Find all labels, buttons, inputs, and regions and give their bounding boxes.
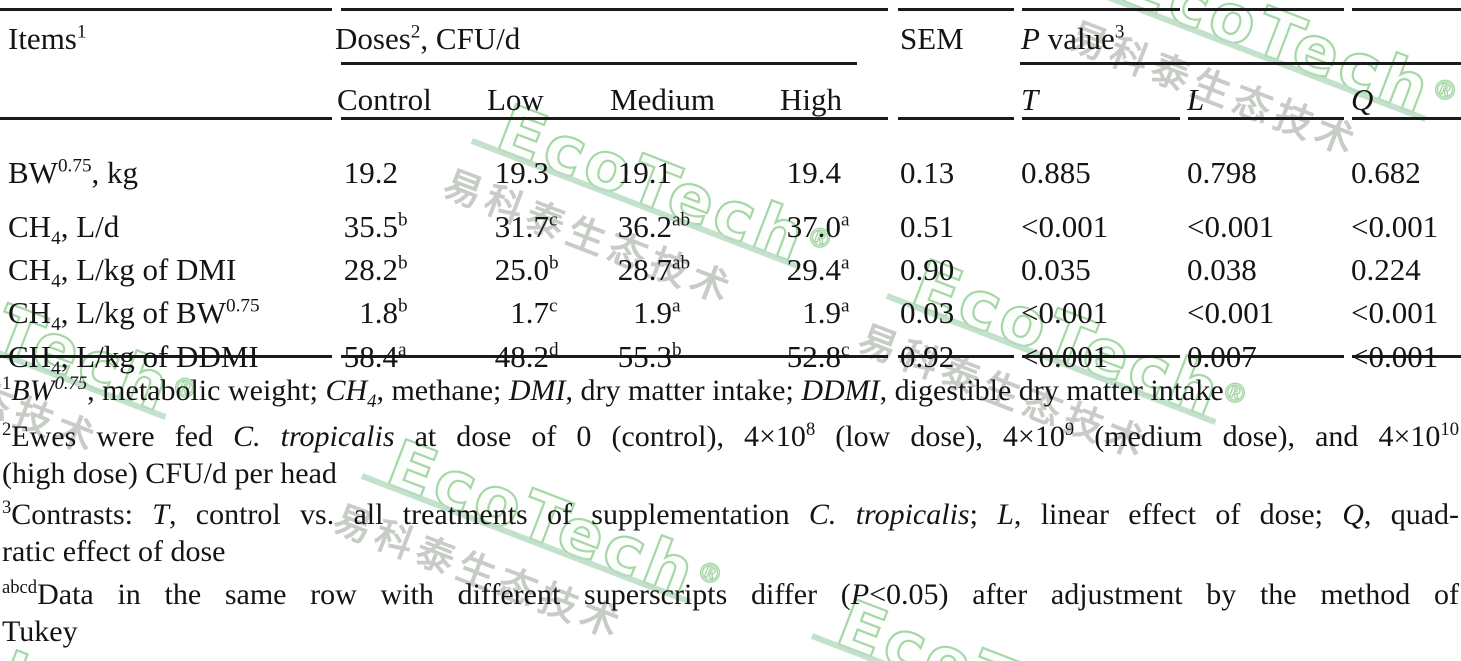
cell-pvalue-l: <0.001 bbox=[1187, 209, 1275, 244]
cell-pvalue-l: 0.038 bbox=[1187, 252, 1257, 287]
cell-sem: 0.51 bbox=[900, 209, 955, 244]
footnote-line: Tukey bbox=[2, 615, 78, 648]
cell-high: 52.8c bbox=[786, 339, 850, 374]
cell-medium: 28.7ab bbox=[617, 252, 691, 287]
table-row: CH4, L/kg of DMI 28.2b 25.0b 28.7ab 29.4… bbox=[0, 249, 1461, 291]
table-rule-bottom bbox=[341, 355, 888, 358]
col-header-contrast-l: L bbox=[1187, 81, 1205, 117]
footnote-line: 3Contrasts: T, control vs. all treatment… bbox=[2, 497, 1460, 531]
footnote-line: 1BW0.75, metabolic weight; CH4, methane;… bbox=[2, 373, 1224, 412]
col-header-contrast-q: Q bbox=[1351, 81, 1374, 117]
col-header-low: Low bbox=[487, 81, 544, 117]
cell-high: 29.4a bbox=[786, 252, 850, 287]
cell-pvalue-l: <0.001 bbox=[1187, 295, 1275, 330]
cell-sem: 0.90 bbox=[900, 252, 955, 287]
col-group-header-doses: Doses2, CFU/d bbox=[335, 21, 521, 56]
cell-low: 1.7c bbox=[510, 295, 558, 330]
cell-sem: 0.03 bbox=[900, 295, 955, 330]
cell-control: 28.2b bbox=[343, 252, 408, 287]
cell-pvalue-l: 0.798 bbox=[1187, 155, 1257, 190]
cell-pvalue-t: <0.001 bbox=[1021, 295, 1109, 330]
cell-pvalue-q: <0.001 bbox=[1351, 339, 1439, 374]
cell-pvalue-q: <0.001 bbox=[1351, 209, 1439, 244]
cell-high: 37.0a bbox=[786, 209, 850, 244]
cell-pvalue-t: 0.885 bbox=[1021, 155, 1091, 190]
col-header-medium: Medium bbox=[610, 81, 716, 117]
cell-medium: 19.1 bbox=[617, 155, 672, 190]
cell-low: 19.3 bbox=[494, 155, 549, 190]
footnote-1: 1BW0.75, metabolic weight; CH4, methane;… bbox=[2, 372, 1459, 412]
cell-low: 25.0b bbox=[494, 252, 559, 287]
cell-control: 19.2 bbox=[343, 155, 398, 190]
col-header-items: Items1 bbox=[8, 21, 87, 56]
footnote-line: abcdData in the same row with different … bbox=[2, 577, 1459, 611]
row-label: CH4, L/d bbox=[8, 209, 120, 250]
cell-sem: 0.13 bbox=[900, 155, 955, 190]
cell-medium: 1.9a bbox=[633, 295, 681, 330]
footnote-line: ratic effect of dose bbox=[2, 535, 226, 568]
table-row: CH4, L/d 35.5b 31.7c 36.2ab 37.0a 0.51 <… bbox=[0, 205, 1461, 249]
footnote-abcd: abcdData in the same row with different … bbox=[2, 576, 1459, 650]
col-header-control: Control bbox=[337, 81, 432, 117]
cell-pvalue-t: <0.001 bbox=[1021, 209, 1109, 244]
footnote-line: (high dose) CFU/d per head bbox=[2, 457, 337, 490]
table-rule-header-bottom bbox=[0, 117, 332, 120]
col-header-contrast-t: T bbox=[1021, 81, 1039, 117]
cell-pvalue-t: 0.035 bbox=[1021, 252, 1091, 287]
col-header-high: High bbox=[780, 81, 842, 117]
cell-low: 48.2d bbox=[494, 339, 559, 374]
table-rule-bottom bbox=[1352, 355, 1461, 358]
cell-high: 19.4 bbox=[786, 155, 841, 190]
table-rule-header-bottom bbox=[341, 117, 888, 120]
cell-low: 31.7c bbox=[494, 209, 558, 244]
table-rule-top bbox=[341, 8, 888, 11]
cell-medium: 36.2ab bbox=[617, 209, 691, 244]
cell-pvalue-q: <0.001 bbox=[1351, 295, 1439, 330]
cell-medium: 55.3b bbox=[617, 339, 682, 374]
row-label: CH4, L/kg of BW0.75 bbox=[8, 295, 260, 336]
table-rule-header-bottom bbox=[898, 117, 1014, 120]
row-label: BW0.75, kg bbox=[8, 155, 139, 190]
results-table: Items1 Doses2, CFU/d SEM P value3 Contro… bbox=[0, 11, 1461, 379]
table-row: BW0.75, kg 19.2 19.3 19.1 19.4 0.13 0.88… bbox=[0, 127, 1461, 205]
table-rule-top bbox=[898, 8, 1014, 11]
table-rule-bottom bbox=[1188, 355, 1344, 358]
footnote-line: 2Ewes were fed C. tropicalis at dose of … bbox=[2, 419, 1460, 453]
footnote-3: 3Contrasts: T, control vs. all treatment… bbox=[2, 496, 1459, 570]
table-rule-top bbox=[0, 8, 332, 11]
table-row: CH4, L/kg of BW0.75 1.8b 1.7c 1.9a 1.9a … bbox=[0, 291, 1461, 335]
cell-control: 58.4a bbox=[343, 339, 407, 374]
col-header-sem: SEM bbox=[900, 21, 964, 56]
row-label: CH4, L/kg of DMI bbox=[8, 252, 237, 293]
cell-pvalue-q: 0.224 bbox=[1351, 252, 1421, 287]
cell-control: 1.8b bbox=[359, 295, 408, 330]
cell-pvalue-q: 0.682 bbox=[1351, 155, 1421, 190]
col-group-header-pvalue: P value3 bbox=[1021, 21, 1125, 56]
cell-high: 1.9a bbox=[802, 295, 850, 330]
footnote-2: 2Ewes were fed C. tropicalis at dose of … bbox=[2, 418, 1459, 492]
table-rule-doses-span bbox=[341, 62, 857, 65]
cell-control: 35.5b bbox=[343, 209, 408, 244]
